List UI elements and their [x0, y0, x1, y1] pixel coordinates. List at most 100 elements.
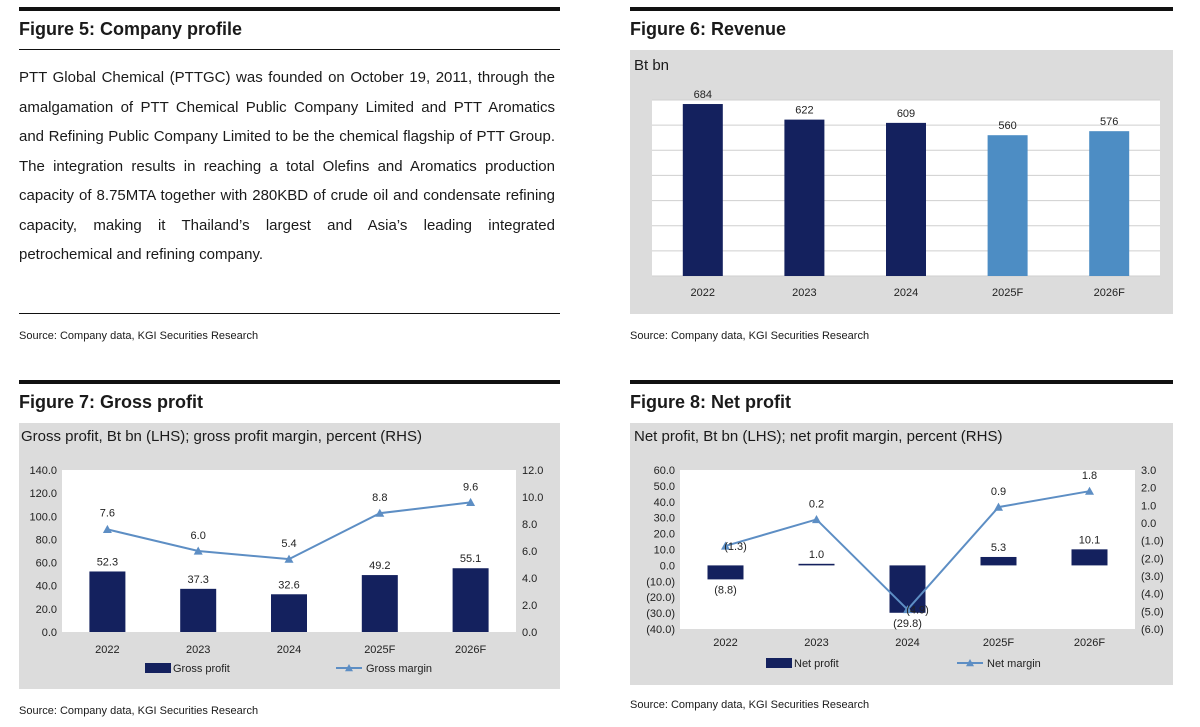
fig5-title: Figure 5: Company profile [19, 19, 243, 39]
fig6-data-label-2022: 684 [694, 89, 712, 101]
fig8-tick-label-2025F: 2025F [983, 637, 1014, 649]
fig8-bar-2024 [889, 565, 926, 613]
fig8-right-tick-6: 0.0 [1141, 518, 1156, 530]
fig7-margin-marker-2023 [193, 546, 203, 555]
fig8-right-tick-1: (5.0) [1141, 606, 1164, 618]
fig7-bar-2024 [271, 594, 307, 632]
fig7-bar-2025F [361, 575, 398, 632]
fig7-margin-label-2022: 7.6 [100, 507, 115, 519]
fig7-margin-label-2024: 5.4 [281, 538, 296, 550]
fig6-chart: 684 2022 622 2023 609 2024 560 2025F 576 2026F [652, 89, 1160, 299]
fig6-bar-2022 [682, 104, 723, 276]
fig7-right-tick-2: 4.0 [522, 573, 537, 585]
fig8-right-tick-9: 3.0 [1141, 465, 1156, 477]
fig8-left-tick-8: 40.0 [654, 497, 675, 509]
fig7-left-tick-1: 20.0 [36, 604, 57, 616]
fig8-legend-bar-swatch [766, 658, 792, 668]
fig7-left-tick-7: 140.0 [29, 465, 57, 477]
fig6-title: Figure 6: Revenue [630, 19, 787, 39]
fig7-legend-line-marker [345, 664, 353, 672]
fig8-margin-marker-2023 [812, 514, 821, 524]
fig8-chart: (40.0) (30.0) (20.0) (10.0) 0.0 10.0 20.0 30.0 4… [646, 465, 1164, 670]
fig7-right-tick-6: 12.0 [522, 465, 543, 477]
fig8-left-tick-6: 20.0 [654, 529, 675, 541]
fig8-bar-2022 [707, 565, 744, 580]
fig8-left-tick-1: (30.0) [646, 608, 675, 620]
fig8-bar-label-2023: 1.0 [809, 549, 824, 561]
fig5-panel: Figure 5: Company profile PTT Global Che… [19, 7, 560, 352]
fig5-source: Source: Company data, KGI Securities Res… [19, 330, 259, 342]
fig7-bar-label-2026F: 55.1 [460, 553, 481, 565]
fig7-margin-marker-2024 [284, 554, 294, 563]
fig7-margin-label-2026F: 9.6 [463, 481, 478, 493]
fig7-bar-2026F [452, 568, 489, 632]
fig6-bar-2026F [1089, 131, 1130, 276]
fig8-left-tick-4: 0.0 [660, 560, 675, 572]
fig7-margin-marker-2025F [375, 508, 385, 517]
fig7-top-rule [19, 380, 560, 384]
fig8-left-tick-2: (20.0) [646, 592, 675, 604]
fig6-tick-label-2023: 2023 [792, 287, 816, 299]
fig6-panel: Figure 6: Revenue Bt bn 684 2022 622 2023 60… [630, 7, 1173, 352]
fig7-right-tick-1: 2.0 [522, 600, 537, 612]
fig7-bar-label-2024: 32.6 [278, 579, 299, 591]
fig6-bar-2025F [987, 135, 1028, 276]
fig7-subtitle: Gross profit, Bt bn (LHS); gross profit … [21, 428, 422, 445]
fig6-top-rule [630, 7, 1173, 11]
fig6-bar-2024 [886, 122, 926, 276]
fig8-bar-2025F [980, 556, 1017, 566]
fig8-tick-label-2023: 2023 [804, 637, 828, 649]
fig7-title: Figure 7: Gross profit [19, 392, 204, 412]
fig8-legend-line-marker [966, 659, 974, 667]
fig8-margin-label-2023: 0.2 [809, 498, 824, 510]
fig8-panel: Figure 8: Net profit Net profit, Bt bn (… [630, 380, 1173, 725]
fig7-margin-marker-2026F [466, 497, 476, 506]
fig7-left-tick-5: 100.0 [29, 511, 57, 523]
fig5-description: PTT Global Chemical (PTTGC) was founded … [19, 69, 555, 263]
fig7-legend-bar-swatch [145, 663, 171, 673]
fig8-bar-label-2024: (29.8) [893, 618, 922, 630]
fig7-tick-label-2026F: 2026F [455, 644, 486, 656]
fig8-tick-label-2024: 2024 [895, 637, 919, 649]
fig8-right-tick-3: (3.0) [1141, 571, 1164, 583]
fig8-margin-marker-2024 [903, 605, 912, 614]
fig8-bar-label-2022: (8.8) [714, 584, 737, 596]
fig8-right-tick-2: (4.0) [1141, 589, 1164, 601]
fig7-bar-2023 [180, 588, 217, 632]
fig7-right-tick-0: 0.0 [522, 627, 537, 639]
fig8-right-tick-7: 1.0 [1141, 500, 1156, 512]
fig6-data-label-2023: 622 [795, 105, 813, 117]
fig6-tick-label-2022: 2022 [691, 287, 715, 299]
fig7-chart: 0.0 20.0 40.0 60.0 80.0 100.0 120.0 140.0 0.0 2.0… [29, 465, 543, 675]
fig7-left-tick-6: 120.0 [29, 488, 57, 500]
fig8-source: Source: Company data, KGI Securities Res… [630, 699, 870, 711]
fig5-bottom-rule [19, 313, 560, 314]
fig8-margin-label-2025F: 0.9 [991, 486, 1006, 498]
fig6-data-label-2024: 609 [897, 108, 915, 120]
fig6-data-label-2025F: 560 [998, 120, 1016, 132]
fig8-tick-label-2022: 2022 [713, 637, 737, 649]
fig8-left-tick-0: (40.0) [646, 624, 675, 636]
fig8-left-tick-9: 50.0 [654, 481, 675, 493]
fig6-unit-label: Bt bn [634, 57, 670, 74]
fig7-right-tick-3: 6.0 [522, 546, 537, 558]
fig8-right-tick-0: (6.0) [1141, 624, 1164, 636]
fig8-right-tick-4: (2.0) [1141, 553, 1164, 565]
fig8-subtitle: Net profit, Bt bn (LHS); net profit marg… [634, 428, 1003, 445]
fig8-margin-label-2026F: 1.8 [1082, 470, 1097, 482]
fig8-title: Figure 8: Net profit [630, 392, 791, 412]
fig8-margin-marker-2026F [1085, 486, 1094, 495]
fig7-bar-label-2023: 37.3 [187, 574, 208, 586]
fig7-tick-label-2023: 2023 [186, 644, 210, 656]
fig7-right-tick-4: 8.0 [522, 519, 537, 531]
fig8-margin-label-2022: (1.3) [724, 541, 747, 553]
fig5-top-rule [19, 7, 560, 11]
fig8-margin-label-2024: (4.9) [906, 605, 929, 617]
fig8-legend-line-label: Net margin [987, 658, 1041, 670]
fig8-right-tick-5: (1.0) [1141, 536, 1164, 548]
fig7-bar-label-2025F: 49.2 [369, 560, 390, 572]
fig6-tick-label-2025F: 2025F [992, 287, 1023, 299]
fig7-tick-label-2022: 2022 [95, 644, 119, 656]
fig7-margin-label-2023: 6.0 [191, 530, 206, 542]
fig7-right-tick-5: 10.0 [522, 492, 543, 504]
